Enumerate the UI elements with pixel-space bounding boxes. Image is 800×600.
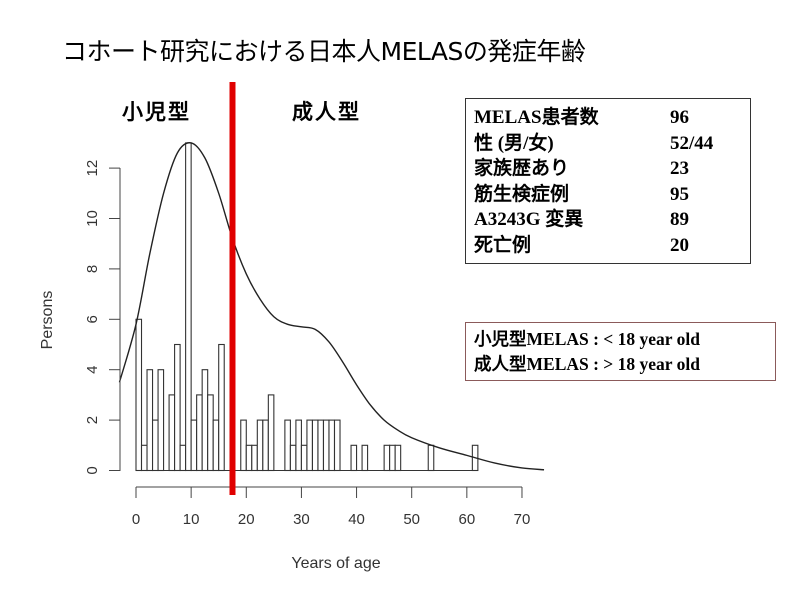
histogram-bar bbox=[328, 419, 336, 472]
x-tick-label: 60 bbox=[458, 511, 475, 528]
histogram-bar bbox=[245, 444, 253, 472]
stats-row: 性 (男/女) 52/44 bbox=[474, 132, 714, 154]
histogram-bar bbox=[361, 444, 369, 472]
y-tick-label: 0 bbox=[84, 466, 101, 474]
histogram-bar bbox=[151, 419, 159, 472]
histogram-bar bbox=[262, 419, 269, 472]
histogram-bar bbox=[317, 419, 325, 472]
stats-row: 死亡例 20 bbox=[474, 234, 689, 256]
histogram-bar bbox=[300, 444, 308, 472]
x-tick-label: 70 bbox=[514, 511, 531, 528]
histogram-bar bbox=[322, 419, 330, 472]
histogram-bar bbox=[394, 444, 402, 472]
x-tick-label: 30 bbox=[293, 511, 310, 528]
density-curve bbox=[118, 142, 545, 471]
y-axis-label: Persons bbox=[39, 291, 56, 350]
y-tick-label: 6 bbox=[84, 315, 101, 323]
histogram-bar bbox=[201, 369, 209, 472]
definition-adult: 成人型MELAS : > 18 year old bbox=[474, 354, 700, 374]
y-tick-label: 4 bbox=[84, 366, 101, 374]
histogram-bar bbox=[389, 444, 396, 472]
histogram-bar bbox=[251, 444, 258, 472]
stats-row: MELAS患者数 96 bbox=[474, 107, 689, 128]
y-tick-label: 2 bbox=[84, 416, 101, 424]
histogram-bar bbox=[240, 419, 247, 472]
adult-label: 成人型 bbox=[292, 100, 361, 124]
histogram-bar bbox=[284, 419, 291, 472]
histogram-bar bbox=[311, 419, 319, 472]
histogram-bar bbox=[350, 444, 358, 472]
histogram-bar bbox=[295, 419, 302, 472]
stats-row: 筋生検症例 95 bbox=[474, 183, 689, 205]
histogram-bar bbox=[218, 343, 225, 472]
x-tick-label: 0 bbox=[132, 511, 140, 528]
y-tick-label: 12 bbox=[84, 160, 101, 177]
histogram-bar bbox=[333, 419, 341, 472]
x-tick-label: 40 bbox=[348, 511, 365, 528]
histogram-bar bbox=[140, 444, 148, 472]
x-tick-label: 50 bbox=[403, 511, 420, 528]
histogram-bar bbox=[267, 394, 275, 472]
histogram-bar bbox=[157, 369, 165, 472]
histogram-bar bbox=[306, 419, 313, 472]
pediatric-label: 小児型 bbox=[122, 100, 191, 124]
histogram-bar bbox=[207, 394, 214, 472]
histogram-bar bbox=[190, 419, 198, 472]
stats-table: MELAS患者数 96 性 (男/女) 52/44 家族歴あり 23 筋生検症例 95 … bbox=[465, 98, 751, 264]
definitions-box: 小児型MELAS : < 18 year old 成人型MELAS : > 18… bbox=[465, 322, 776, 381]
y-tick-label: 8 bbox=[84, 265, 101, 273]
stats-row: A3243G 変異 89 bbox=[474, 209, 689, 230]
histogram-bar bbox=[174, 343, 181, 472]
page-title: コホート研究における日本人MELASの発症年齢 bbox=[62, 37, 586, 66]
y-tick-label: 10 bbox=[84, 210, 101, 227]
histogram-bar bbox=[196, 394, 203, 472]
x-tick-label: 10 bbox=[183, 511, 200, 528]
definition-pediatric: 小児型MELAS : < 18 year old bbox=[474, 329, 700, 349]
histogram-bar bbox=[185, 142, 192, 472]
stats-row: 家族歴あり 23 bbox=[474, 158, 689, 179]
histogram-bar bbox=[427, 444, 435, 472]
histogram-bar bbox=[146, 369, 154, 472]
histogram-bar bbox=[383, 444, 391, 472]
histogram-bar bbox=[256, 419, 264, 472]
histogram-bar bbox=[168, 394, 176, 472]
histogram-bar bbox=[212, 419, 220, 472]
histogram-bar bbox=[289, 444, 297, 472]
histogram-bar bbox=[135, 318, 143, 472]
histogram-bar bbox=[179, 444, 187, 472]
x-axis-label: Years of age bbox=[291, 555, 380, 572]
x-tick-label: 20 bbox=[238, 511, 255, 528]
